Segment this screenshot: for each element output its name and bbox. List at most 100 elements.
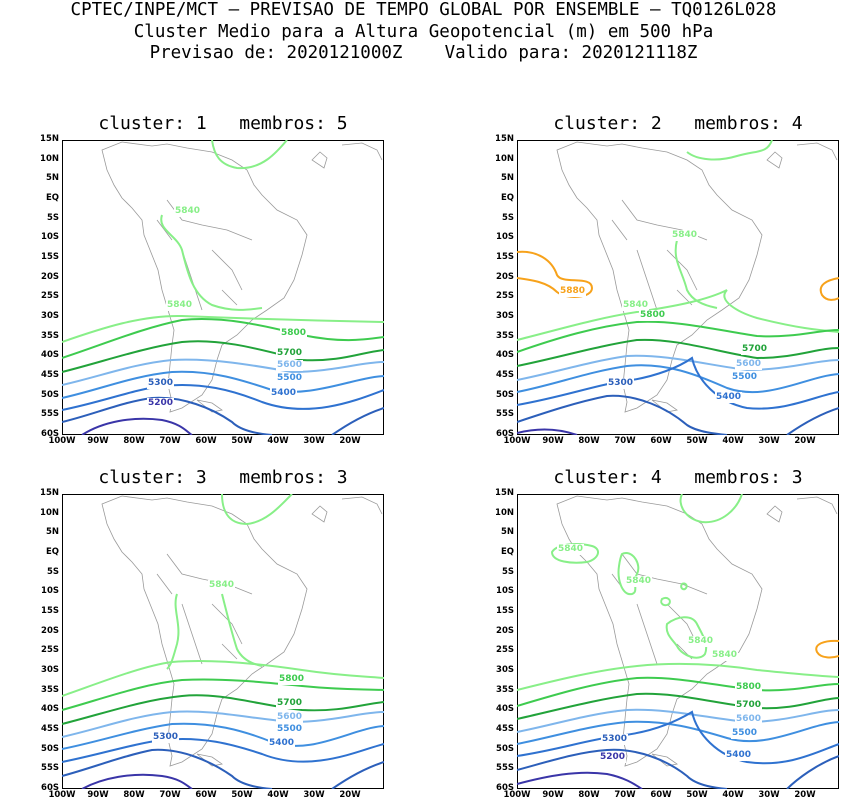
contour-value-label: 5600 xyxy=(276,712,304,723)
lat-tick-label: 35S xyxy=(41,684,59,695)
contour-value-label: 5840 xyxy=(557,544,585,555)
lon-tick-label: 50W xyxy=(231,790,253,800)
contour-value-label: 5500 xyxy=(731,728,759,739)
contour-5700 xyxy=(517,338,839,367)
lon-tick-label: 50W xyxy=(686,436,708,446)
contour-value-label: 5700 xyxy=(741,344,769,355)
lon-tick-label: 30W xyxy=(758,790,780,800)
lon-tick-label: 60W xyxy=(650,436,672,446)
contour-value-label: 5500 xyxy=(276,724,304,735)
lat-tick-label: 55S xyxy=(496,409,514,420)
lon-tick-label: 20W xyxy=(339,436,361,446)
contour-5880-west xyxy=(517,250,594,298)
lat-tick-label: 35S xyxy=(41,330,59,341)
lat-tick-label: 10S xyxy=(496,232,514,243)
lat-tick-label: 10N xyxy=(495,153,514,164)
header-line-1: CPTEC/INPE/MCT — PREVISAO DE TEMPO GLOBA… xyxy=(70,0,777,20)
lat-tick-label: 55S xyxy=(41,409,59,420)
lon-tick-label: 70W xyxy=(159,790,181,800)
lon-tick-label: 100W xyxy=(48,790,76,800)
lat-tick-label: 15N xyxy=(495,488,514,498)
lat-tick-label: 50S xyxy=(41,389,59,400)
contour-5700 xyxy=(517,692,839,720)
lat-tick-label: 15N xyxy=(40,488,59,498)
lon-tick-label: 90W xyxy=(87,436,109,446)
lat-tick-label: 50S xyxy=(41,743,59,754)
contour-lines xyxy=(517,494,839,789)
lat-tick-label: 30S xyxy=(41,311,59,321)
contour-value-label: 5300 xyxy=(601,734,629,745)
contour-5840-center xyxy=(617,552,640,596)
contour-value-label: 5800 xyxy=(280,328,308,339)
lon-tick-label: 90W xyxy=(542,436,564,446)
contour-value-label: 5840 xyxy=(687,636,715,647)
contour-value-label: 5400 xyxy=(270,388,298,399)
lat-tick-label: 45S xyxy=(496,724,514,734)
contour-5500 xyxy=(62,370,384,399)
lat-tick-label: 25S xyxy=(496,291,514,302)
map-frame xyxy=(62,140,384,435)
contour-5840-tongue xyxy=(674,239,718,309)
contour-5400 xyxy=(517,356,839,410)
lat-tick-label: 20S xyxy=(41,271,59,282)
lon-tick-label: 60W xyxy=(195,436,217,446)
contour-5200 xyxy=(81,773,193,789)
lat-tick-label: 5S xyxy=(501,212,514,223)
lat-tick-label: 35S xyxy=(496,330,514,341)
contour-5300 xyxy=(517,748,839,789)
lat-tick-label: 25S xyxy=(41,291,59,302)
lon-tick-label: 20W xyxy=(794,790,816,800)
contour-5600 xyxy=(517,354,839,381)
lat-tick-label: EQ xyxy=(500,547,514,557)
contour-5700 xyxy=(62,340,384,373)
contour-value-label: 5300 xyxy=(607,378,635,389)
contour-5800 xyxy=(62,678,384,711)
contour-value-label: 5500 xyxy=(731,372,759,383)
contour-5840 xyxy=(517,662,839,691)
contour-5200 xyxy=(81,417,193,435)
lon-tick-label: 40W xyxy=(267,436,289,446)
lon-tick-label: 80W xyxy=(123,436,145,446)
lat-tick-label: EQ xyxy=(500,193,514,203)
contour-5840-south xyxy=(665,616,708,659)
contour-5700 xyxy=(62,694,384,725)
lat-tick-label: 45S xyxy=(41,370,59,380)
contour-5880-east xyxy=(819,277,839,301)
contour-5840 xyxy=(62,314,384,343)
lat-tick-label: 20S xyxy=(496,271,514,282)
lon-tick-label: 40W xyxy=(722,436,744,446)
lat-tick-label: 15S xyxy=(496,606,514,616)
lon-tick-label: 20W xyxy=(339,790,361,800)
lat-tick-label: 40S xyxy=(41,350,59,361)
panel-3-title: cluster: 3 membros: 3 xyxy=(98,467,348,488)
lat-tick-label: 25S xyxy=(41,645,59,656)
contour-value-label: 5600 xyxy=(735,714,763,725)
contour-5800 xyxy=(517,320,839,353)
contour-value-label: 5840 xyxy=(625,576,653,587)
contour-5840-north xyxy=(211,140,288,170)
map-frame xyxy=(517,494,839,789)
contour-lines xyxy=(62,140,384,435)
contour-value-label: 5300 xyxy=(152,732,180,743)
contour-value-label: 5400 xyxy=(725,750,753,761)
contour-lines xyxy=(517,140,839,435)
lon-tick-label: 30W xyxy=(303,436,325,446)
contour-5400 xyxy=(62,737,384,763)
contour-value-label: 5200 xyxy=(147,398,175,409)
contour-value-label: 5600 xyxy=(276,360,304,371)
contour-value-label: 5840 xyxy=(671,230,699,241)
lat-tick-label: 50S xyxy=(496,389,514,400)
contour-5840-north xyxy=(686,140,773,161)
lat-tick-label: 10S xyxy=(41,232,59,243)
contour-value-label: 5200 xyxy=(599,752,627,763)
lat-tick-label: 10S xyxy=(41,586,59,597)
contour-value-label: 5700 xyxy=(276,698,304,709)
lon-tick-label: 30W xyxy=(758,436,780,446)
contour-5200 xyxy=(517,771,643,789)
map-panel-1 xyxy=(62,140,384,435)
contour-value-label: 5700 xyxy=(735,700,763,711)
contour-5840-north xyxy=(221,494,293,526)
lon-tick-label: 60W xyxy=(195,790,217,800)
lat-tick-label: 10S xyxy=(496,586,514,597)
lon-tick-label: 40W xyxy=(722,790,744,800)
